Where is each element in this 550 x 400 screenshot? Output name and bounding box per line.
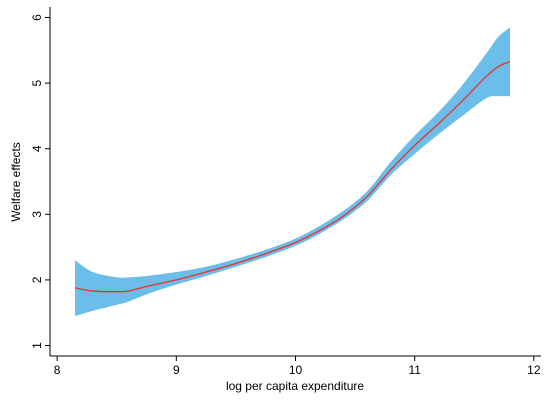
plot-area [74, 27, 511, 316]
y-tick-label: 3 [30, 211, 44, 218]
x-tick-label: 12 [527, 363, 541, 377]
x-tick-label: 8 [54, 363, 61, 377]
y-tick-label: 6 [30, 14, 44, 21]
fitted-line [74, 60, 511, 293]
y-axis-title: Welfare effects [9, 142, 23, 222]
x-tick-label: 9 [173, 363, 180, 377]
x-tick-label: 10 [289, 363, 303, 377]
x-axis-title: log per capita expenditure [226, 379, 364, 393]
y-tick-label: 2 [30, 276, 44, 283]
y-tick-label: 1 [30, 342, 44, 349]
x-tick-label: 11 [408, 363, 421, 377]
x-axis-ticks: 8 9 10 11 12 [54, 356, 541, 377]
confidence-band [75, 27, 511, 316]
y-tick-label: 5 [30, 79, 44, 86]
y-tick-label: 4 [30, 145, 44, 152]
y-axis-ticks: 1 2 3 4 5 6 [30, 14, 50, 349]
